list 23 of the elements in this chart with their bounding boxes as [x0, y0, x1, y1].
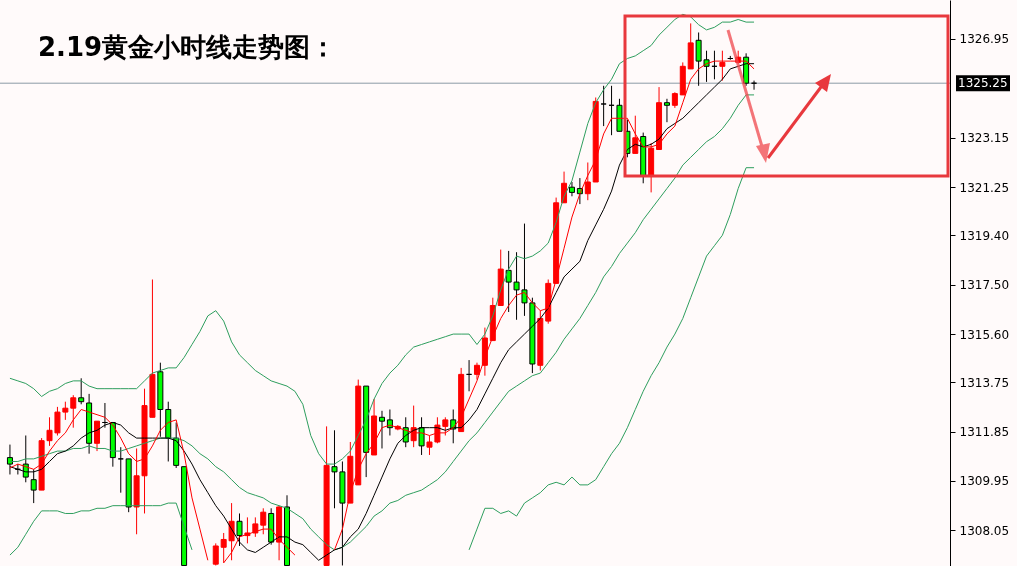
- candlestick: [378, 410, 385, 449]
- y-tick-label: 1313.75: [959, 375, 1010, 390]
- y-tick-label: 1323.15: [959, 131, 1010, 146]
- ref-line-label: 1325.25: [958, 76, 1008, 91]
- candlestick: [663, 98, 670, 123]
- y-tick-label: 1309.95: [959, 474, 1010, 489]
- y-tick-label: 1317.50: [959, 278, 1010, 293]
- candlestick: [584, 161, 591, 201]
- candlestick: [418, 416, 425, 456]
- candlestick: [94, 420, 101, 452]
- candlestick: [30, 468, 37, 504]
- candlestick: [568, 181, 575, 197]
- candlestick: [600, 85, 607, 127]
- candlestick: [117, 446, 124, 494]
- text: 2.19黄金小时线走势图：: [38, 31, 337, 64]
- candlestick: [78, 377, 85, 405]
- y-tick-label: 1315.60: [959, 327, 1010, 342]
- y-tick-label: 1319.40: [959, 228, 1010, 243]
- y-tick-label: 1326.95: [959, 32, 1010, 47]
- candlestick: [632, 115, 639, 154]
- y-tick-label: 1311.85: [959, 425, 1010, 440]
- y-tick-label: 1308.05: [959, 523, 1010, 538]
- y-tick-label: 1321.25: [959, 180, 1010, 195]
